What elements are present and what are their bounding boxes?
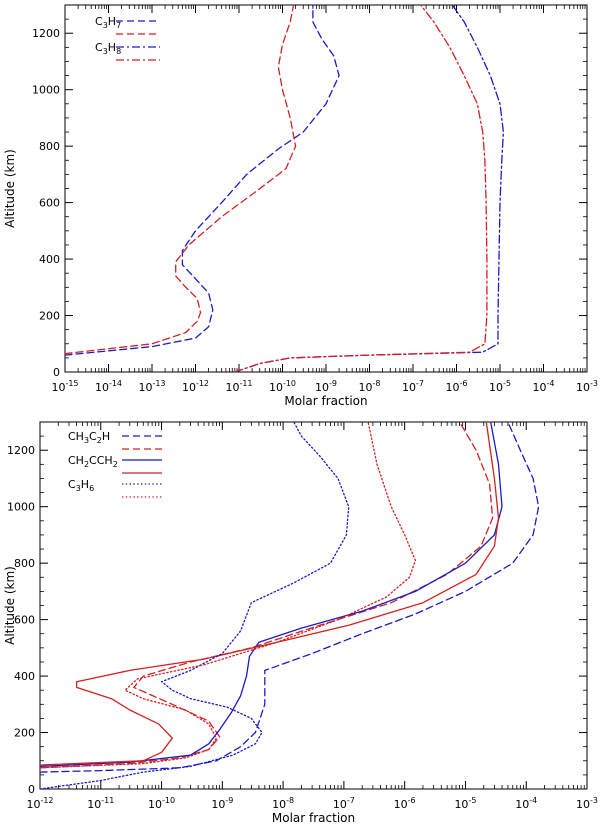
y-tick-label: 800 <box>39 140 60 153</box>
x-axis-label: Molar fraction <box>272 811 355 825</box>
y-tick-label: 0 <box>28 783 35 796</box>
x-tick-label: 10-10 <box>148 796 175 811</box>
x-tick-label: 10-9 <box>315 379 337 394</box>
x-tick-label: 10-9 <box>211 796 233 811</box>
series-line-3 <box>234 5 505 372</box>
chart-panel-2: 10-12 10-11 10-10 10-9 10-8 10-7 10-6 10-5 10-4 1… <box>3 421 598 825</box>
y-axis-label: Altitude (km) <box>3 566 17 645</box>
legend-label: C3H8 <box>95 41 121 56</box>
y-tick-label: 1200 <box>32 27 60 40</box>
x-tick-label: 10-15 <box>51 379 78 394</box>
y-tick-label: 0 <box>53 366 60 379</box>
x-tick-label: 10-5 <box>454 796 476 811</box>
y-tick-label: 1000 <box>32 84 60 97</box>
series-line-1 <box>65 5 340 356</box>
x-tick-label: 10-12 <box>26 796 53 811</box>
x-tick-label: 10-8 <box>359 379 381 394</box>
legend-label: C3H6 <box>68 478 94 493</box>
x-axis-label: Molar fraction <box>284 394 367 408</box>
x-tick-label: 10-12 <box>182 379 209 394</box>
x-tick-label: 10-10 <box>269 379 296 394</box>
series-line-4 <box>40 422 500 766</box>
series-group <box>65 5 505 372</box>
x-tick-label: 10-14 <box>95 379 122 394</box>
x-tick-label: 10-3 <box>576 796 598 811</box>
x-tick-label: 10-7 <box>333 796 355 811</box>
y-tick-label: 200 <box>39 310 60 323</box>
x-tick-label: 10-6 <box>446 379 468 394</box>
x-tick-label: 10-8 <box>272 796 294 811</box>
y-tick-label: 200 <box>14 727 35 740</box>
legend-label: CH3C2H <box>68 430 110 445</box>
x-tick-label: 10-5 <box>489 379 511 394</box>
series-group <box>40 422 540 789</box>
x-tick-label: 10-3 <box>576 379 598 394</box>
x-tick-label: 10-11 <box>225 379 252 394</box>
y-tick-label: 400 <box>39 253 60 266</box>
y-tick-label: 600 <box>14 614 35 627</box>
x-tick-label: 10-11 <box>87 796 114 811</box>
x-tick-label: 10-6 <box>394 796 416 811</box>
legend-label: C3H7 <box>95 15 121 30</box>
series-line-6 <box>40 422 417 769</box>
y-tick-label: 800 <box>14 557 35 570</box>
series-line-2 <box>65 5 297 355</box>
series-line-1 <box>40 422 540 773</box>
series-line-5 <box>40 422 350 789</box>
y-tick-label: 1200 <box>7 444 35 457</box>
legend: CH3C2H CH2CCH2 C3H6 <box>68 430 162 498</box>
series-line-4 <box>234 5 488 372</box>
x-tick-label: 10-13 <box>138 379 165 394</box>
plot-frame <box>39 421 588 790</box>
chart-panel-1: 10-15 10-14 10-13 10-12 10-11 10-10 10-9 10-8 10… <box>3 4 598 408</box>
legend: C3H7 C3H8 <box>95 15 160 61</box>
y-tick-label: 600 <box>39 197 60 210</box>
series-line-2 <box>40 422 494 769</box>
x-tick-label: 10-4 <box>515 796 537 811</box>
x-tick-label: 10-4 <box>533 379 555 394</box>
legend-label: CH2CCH2 <box>68 454 118 469</box>
y-tick-label: 1000 <box>7 501 35 514</box>
x-tick-label: 10-7 <box>402 379 424 394</box>
y-axis-label: Altitude (km) <box>3 149 17 228</box>
y-tick-label: 400 <box>14 670 35 683</box>
